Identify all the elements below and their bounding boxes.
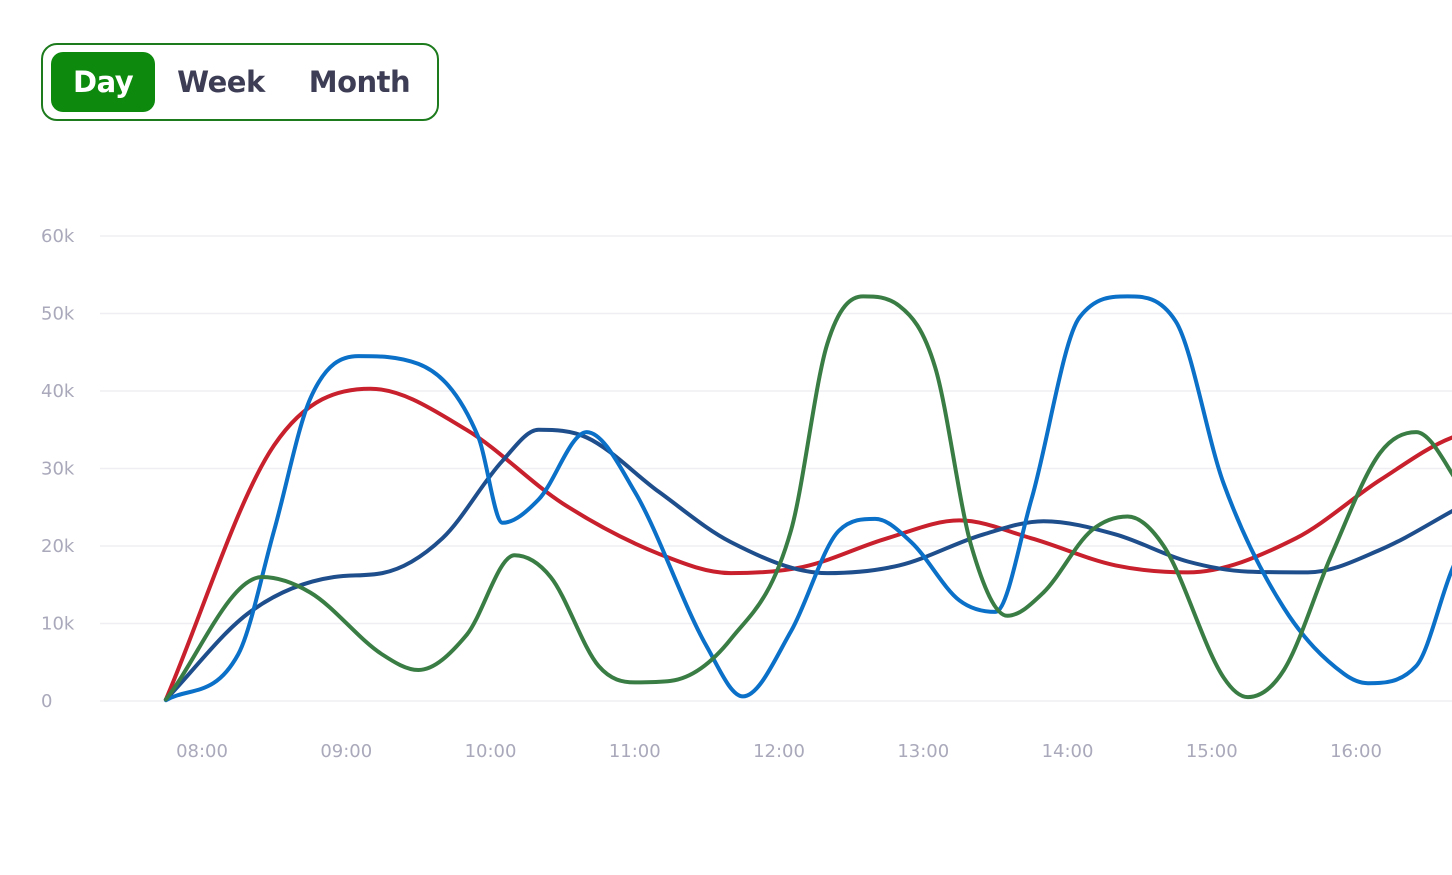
grid-lines bbox=[100, 235, 1452, 702]
x-tick-label: 10:00 bbox=[465, 741, 517, 762]
range-day-button[interactable]: Day bbox=[51, 52, 156, 112]
y-tick-label: 60k bbox=[41, 226, 75, 247]
x-tick-label: 09:00 bbox=[320, 741, 372, 762]
series-line-4 bbox=[163, 294, 1452, 702]
x-tick-label: 08:00 bbox=[176, 741, 228, 762]
series-line-3 bbox=[163, 294, 1452, 703]
range-month-button[interactable]: Month bbox=[287, 52, 432, 112]
y-tick-label: 0 bbox=[41, 691, 52, 712]
time-range-selector: Day Week Month bbox=[41, 43, 439, 121]
y-tick-label: 30k bbox=[41, 459, 75, 480]
x-tick-label: 14:00 bbox=[1042, 741, 1094, 762]
range-week-button[interactable]: Week bbox=[155, 52, 287, 112]
y-tick-label: 40k bbox=[41, 381, 75, 402]
x-tick-label: 13:00 bbox=[897, 741, 949, 762]
x-tick-label: 16:00 bbox=[1330, 741, 1382, 762]
series-line-1 bbox=[163, 386, 1452, 702]
x-tick-label: 15:00 bbox=[1186, 741, 1238, 762]
y-tick-label: 50k bbox=[41, 304, 75, 325]
y-tick-label: 20k bbox=[41, 536, 75, 557]
series-line-2 bbox=[163, 427, 1452, 702]
x-axis-tick-labels: 08:00 09:00 10:00 11:00 12:00 13:00 14:00 15:00… bbox=[176, 741, 1382, 762]
x-tick-label: 12:00 bbox=[753, 741, 805, 762]
y-tick-label: 10k bbox=[41, 614, 75, 635]
x-tick-label: 11:00 bbox=[609, 741, 661, 762]
series-lines bbox=[163, 294, 1452, 703]
y-axis-tick-labels: 0 10k 20k 30k 40k 50k 60k bbox=[41, 226, 75, 712]
